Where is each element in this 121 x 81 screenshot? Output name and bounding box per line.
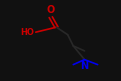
Text: HO: HO (20, 28, 34, 37)
Text: N: N (80, 61, 89, 72)
Text: O: O (47, 5, 55, 15)
